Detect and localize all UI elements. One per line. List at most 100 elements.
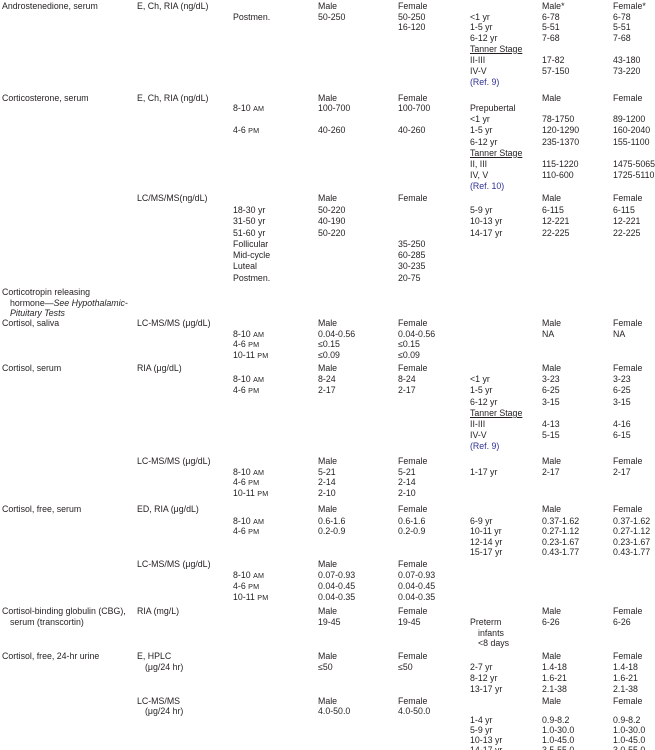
cell-ped-female: 160-2040 <box>613 125 651 135</box>
cell-ped-female: 0.23-1.67 <box>613 536 651 547</box>
cell-ped-male: 12-221 <box>542 216 570 226</box>
cell-female: 30-235 <box>398 261 426 271</box>
cell-ped-age: IV-V <box>470 66 487 76</box>
cell-female: Female <box>398 606 428 616</box>
cell-ped-age: 8-12 yr <box>470 673 498 683</box>
cell-ped-female: 3-23 <box>613 374 631 384</box>
cell-ped-male: Male <box>542 363 562 373</box>
cell-female: Female <box>398 92 428 103</box>
cell-male: 19-45 <box>318 617 341 627</box>
table-row: 16-120 1-5 yr 5-51 5-51 <box>0 22 655 33</box>
cell-male: Male <box>318 606 338 616</box>
cell-male: 0.6-1.6 <box>318 515 346 526</box>
cell-method: (μg/24 hr) <box>145 706 184 716</box>
cell-male: 0.04-0.56 <box>318 328 356 339</box>
cell-ped-age: II-III <box>470 419 486 429</box>
am-pm-smallcaps: AM <box>253 516 265 526</box>
cell-ped-male: 0.37-1.62 <box>542 515 580 526</box>
table-row: Androstenedione, serum E, Ch, RIA (ng/dL)… <box>0 1 655 12</box>
cell-female: 2-14 <box>398 477 416 487</box>
cell-male: 0.04-0.45 <box>318 581 356 591</box>
cell-ped-age: 6-12 yr <box>470 33 498 43</box>
cell-ped-age: 6-9 yr <box>470 515 493 526</box>
cell-ped-age: 10-11 yr <box>470 526 502 536</box>
cell-ped-age: II-III <box>470 54 486 65</box>
table-row: II-III 17-82 43-180 <box>0 55 655 66</box>
cell-subgroup: 8-10 AM <box>233 374 265 384</box>
table-row: hormone—See Hypothalamic- <box>0 298 655 309</box>
cell-female: Female <box>398 363 428 373</box>
cell-male: Male <box>318 651 338 661</box>
table-row: Follicular 35-250 <box>0 239 655 250</box>
cell-method: E, Ch, RIA (ng/dL) <box>137 1 209 11</box>
cell-ped-female: Female <box>613 92 643 103</box>
table-row: IV, V 110-600 1725-5110 <box>0 170 655 181</box>
table-row: (Ref. 10) <box>0 181 655 192</box>
cell-female: 19-45 <box>398 617 421 627</box>
cell-ped-age: 1-4 yr <box>470 714 493 725</box>
cell-female: 0.2-0.9 <box>398 526 426 536</box>
table-row: Cortisol-binding globulin (CBG), RIA (mg/… <box>0 606 655 617</box>
am-pm-smallcaps: PM <box>248 527 260 536</box>
cell-ped-age: 6-12 yr <box>470 397 498 407</box>
cell-subgroup: 10-11 PM <box>233 487 269 498</box>
table-row: 4-6 PM 40-260 40-260 1-5 yr 120-1290 160-2040 <box>0 125 655 136</box>
cell-female: ≤0.15 <box>398 339 420 349</box>
cross-reference-italic: Pituitary Tests <box>10 307 65 318</box>
cell-male: 2-14 <box>318 477 336 487</box>
table-row: 10-11 PM 0.04-0.35 0.04-0.35 <box>0 592 655 603</box>
cell-ped-male: 1.0-45.0 <box>542 735 575 745</box>
table-row: 5-9 yr 1.0-30.0 1.0-30.0 <box>0 725 655 736</box>
cell-male: 100-700 <box>318 103 351 113</box>
cell-male: 0.07-0.93 <box>318 570 356 580</box>
cell-female: 4.0-50.0 <box>398 706 431 716</box>
cell-ped-female: 0.27-1.12 <box>613 526 651 536</box>
cell-male: 4.0-50.0 <box>318 706 351 716</box>
table-row: Cortisol, free, serum ED, RIA (μg/dL) Male… <box>0 504 655 515</box>
cell-ped-female: 5-51 <box>613 22 631 32</box>
cell-ped-age: 14-17 yr <box>470 745 503 750</box>
cell-subgroup: 4-6 PM <box>233 125 260 135</box>
cell-method: LC-MS/MS (μg/dL) <box>137 455 211 466</box>
cell-ped-age: IV-V <box>470 430 487 440</box>
cell-ped-age: 10-13 yr <box>470 216 503 226</box>
cell-ped-male: 78-1750 <box>542 114 575 124</box>
table-row: Tanner Stage <box>0 408 655 419</box>
cell-male: 8-24 <box>318 374 336 384</box>
cell-male: Male <box>318 559 338 569</box>
cell-ped-male: 6-115 <box>542 205 564 215</box>
am-pm-smallcaps: AM <box>253 329 265 339</box>
cell-ped-female: 6-78 <box>613 11 631 22</box>
cell-male: Male <box>318 317 338 328</box>
cell-subgroup: 8-10 AM <box>233 466 265 477</box>
table-row: 4-6 PM 0.04-0.45 0.04-0.45 <box>0 581 655 592</box>
cell-female: 8-24 <box>398 374 416 384</box>
cell-ped-age: 1-5 yr <box>470 22 493 32</box>
cell-female: 60-285 <box>398 250 426 260</box>
cell-female: Female <box>398 503 428 514</box>
cell-ped-female: 6-25 <box>613 385 631 395</box>
cell-ped-female: Female <box>613 317 643 328</box>
table-row: 6-12 yr 235-1370 155-1100 <box>0 137 655 148</box>
cell-ped-male: Male <box>542 92 562 103</box>
cell-male: 50-220 <box>318 227 346 238</box>
cell-ped-female: 6-15 <box>613 430 631 440</box>
cell-ped-female: 6-115 <box>613 205 635 215</box>
table-row: 8-10 AM 0.6-1.6 0.6-1.6 6-9 yr 0.37-1.62 0.37… <box>0 516 655 527</box>
cell-ped-age: 13-17 yr <box>470 684 503 694</box>
cell-male: ≤0.09 <box>318 349 340 360</box>
cell-subgroup: Follicular <box>233 238 269 249</box>
cell-ped-female: 3-15 <box>613 397 631 407</box>
cell-male: Male <box>318 1 338 11</box>
cell-ped-female: 2.1-38 <box>613 684 638 694</box>
cell-male: ≤0.15 <box>318 339 340 349</box>
cell-ped-male: Male <box>542 651 562 661</box>
cell-ped-male: Male <box>542 317 562 328</box>
table-row: 8-12 yr 1.6-21 1.6-21 <box>0 673 655 684</box>
cell-male: Male <box>318 92 338 103</box>
table-row: LC-MS/MS Male Female Male Female <box>0 696 655 707</box>
table-row: Corticotropin releasing <box>0 287 655 298</box>
cell-ped-male: 2.1-38 <box>542 684 567 694</box>
cell-ped-age: <1 yr <box>470 374 490 384</box>
cell-ped-male: 6-25 <box>542 385 560 395</box>
